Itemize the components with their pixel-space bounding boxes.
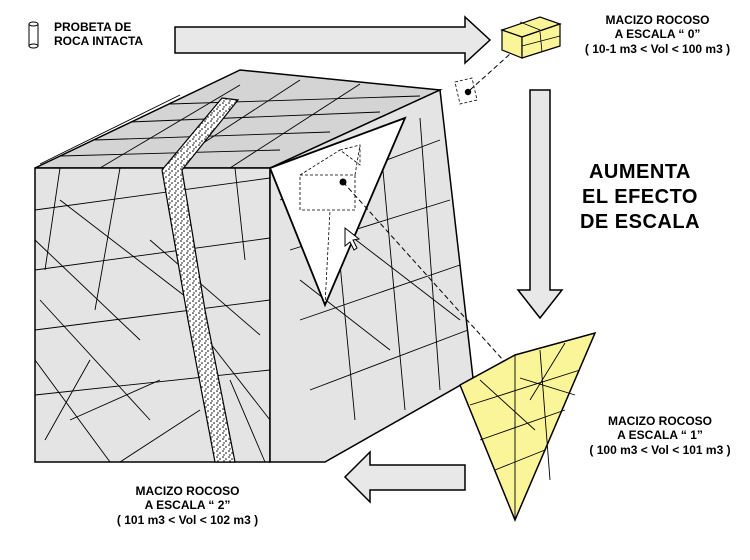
scale2-line1: MACIZO ROCOSO xyxy=(135,484,240,498)
dike-band xyxy=(161,97,240,463)
scale2-line2: A ESCALA “ 2” xyxy=(144,498,231,513)
scale0-label: MACIZO ROCOSO A ESCALA “ 0” ( 10-1 m3 < … xyxy=(570,13,745,56)
scale1-line2: A ESCALA “ 1” xyxy=(617,428,703,443)
effect-line3: DE ESCALA xyxy=(579,211,701,233)
scale1-line1: MACIZO ROCOSO xyxy=(608,414,712,428)
arrow-left xyxy=(343,450,466,504)
cylinder-icon xyxy=(28,21,39,49)
scale0-cube xyxy=(500,16,562,59)
rock-mass-block xyxy=(34,69,474,463)
scale1-label: MACIZO ROCOSO A ESCALA “ 1” ( 100 m3 < V… xyxy=(575,414,745,457)
scale0-line1: MACIZO ROCOSO xyxy=(605,13,710,27)
arrow-right xyxy=(174,15,492,65)
scale1-tetrahedron xyxy=(459,331,597,522)
effect-line1: AUMENTA xyxy=(588,161,691,183)
cutout-white-face xyxy=(268,116,407,308)
probeta-label: PROBETA DE ROCA INTACTA xyxy=(54,20,143,49)
scale2-line3: ( 101 m3 < Vol < 102 m3 ) xyxy=(116,512,259,527)
probeta-line1: PROBETA DE xyxy=(54,20,132,34)
pointer-arrow-icon xyxy=(344,226,361,251)
probeta-line2: ROCA INTACTA xyxy=(54,34,144,49)
scale0-location-marker xyxy=(454,77,478,105)
scale0-line2: A ESCALA “ 0” xyxy=(614,27,701,42)
effect-line2: EL EFECTO xyxy=(581,186,698,208)
scale1-line3: ( 100 m3 < Vol < 101 m3 ) xyxy=(589,442,731,457)
arrow-down xyxy=(516,89,564,320)
scale0-line3: ( 10-1 m3 < Vol < 100 m3 ) xyxy=(584,41,731,56)
scale-effect-label: AUMENTA EL EFECTO DE ESCALA xyxy=(560,160,720,235)
scale2-label: MACIZO ROCOSO A ESCALA “ 2” ( 101 m3 < V… xyxy=(95,484,280,527)
block-arrow-icon xyxy=(174,15,564,504)
